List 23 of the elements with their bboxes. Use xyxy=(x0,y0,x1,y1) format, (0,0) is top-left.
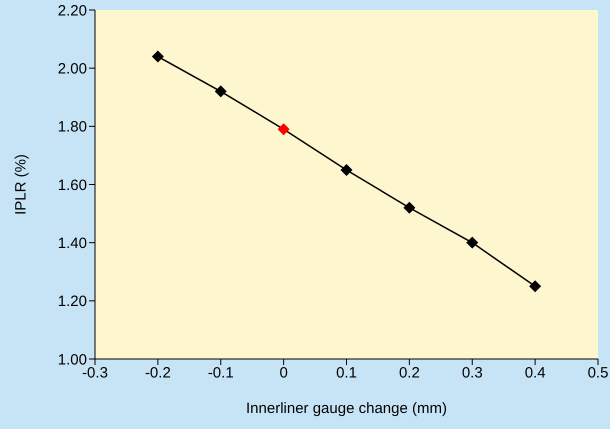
x-tick-label: -0.2 xyxy=(144,364,171,382)
point xyxy=(466,236,478,249)
y-tick-label: 1.20 xyxy=(58,293,87,310)
point xyxy=(529,280,542,292)
point xyxy=(278,123,290,136)
y-tick-label: 1.60 xyxy=(58,176,87,194)
point xyxy=(214,85,227,98)
point xyxy=(340,164,352,176)
x-tick-label: 0.3 xyxy=(462,364,483,382)
y-tick-label: 2.20 xyxy=(58,2,87,20)
y-tick-label: 1.40 xyxy=(58,234,87,252)
x-tick-label: 0.1 xyxy=(336,364,357,382)
x-tick-label: -0.1 xyxy=(208,364,234,382)
y-tick-label: 1.80 xyxy=(58,118,87,136)
x-tick-label: 0 xyxy=(279,364,288,382)
y-tick-label: 2.00 xyxy=(58,60,87,78)
y-axis-title: IPLR (%) xyxy=(12,154,30,215)
x-axis-title: Innerliner gauge change (mm) xyxy=(246,400,447,417)
x-tick-label: 0.4 xyxy=(524,364,546,382)
x-tick-label: 0.5 xyxy=(588,364,608,382)
point xyxy=(403,202,416,214)
point xyxy=(152,50,164,63)
x-tick-label: 0.2 xyxy=(398,364,420,382)
